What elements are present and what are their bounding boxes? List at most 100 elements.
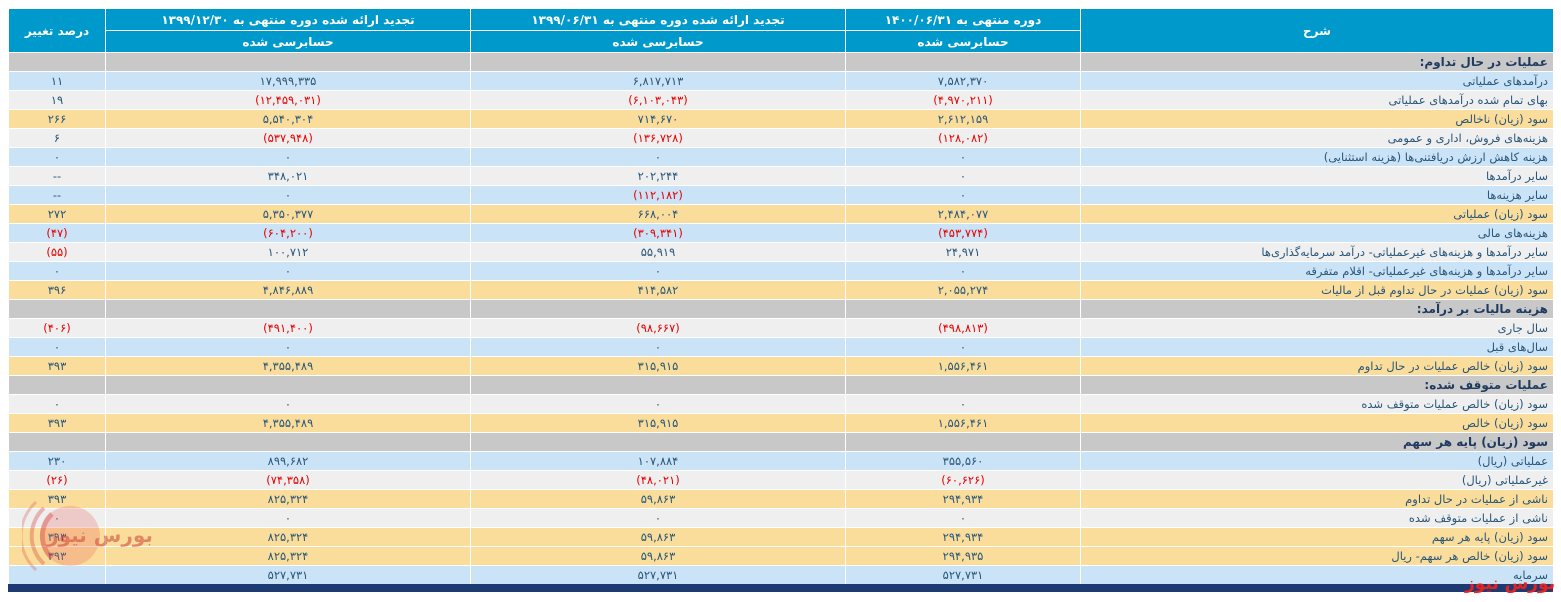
header-row-periods: شرح دوره منتهی به ۱۴۰۰/۰۶/۳۱ تجدید ارائه… [8, 8, 1554, 53]
value-period-1400-06 [845, 299, 1081, 319]
column-header-period-1399-12: تجدید ارائه شده دوره منتهی به ۱۳۹۹/۱۲/۳۰ [105, 8, 471, 31]
value-change-percent: ۶ [8, 128, 106, 148]
value-change-percent [8, 52, 106, 72]
value-change-percent: ۰ [8, 394, 106, 414]
row-label: هزینه کاهش ارزش دریافتنی‌ها (هزینه استثن… [1080, 147, 1554, 167]
row-label: سایر درآمدها و هزینه‌های غیرعملیاتی- درآ… [1080, 242, 1554, 262]
value-period-1399-12: ۰ [105, 147, 471, 167]
row-label: غیرعملیاتی (ریال) [1080, 470, 1554, 490]
value-change-percent: ۰ [8, 337, 106, 357]
value-change-percent: ۲۶۶ [8, 109, 106, 129]
table-row: سایر درآمدها و هزینه‌های غیرعملیاتی- درآ… [8, 242, 1554, 262]
value-period-1400-06: ۰ [845, 508, 1081, 528]
value-period-1399-12 [105, 375, 471, 395]
value-period-1399-06: ۰ [470, 147, 846, 167]
value-period-1399-06 [470, 52, 846, 72]
value-period-1400-06: (۴۵۳,۷۷۴) [845, 223, 1081, 243]
value-period-1400-06: ۰ [845, 394, 1081, 414]
value-period-1400-06 [845, 52, 1081, 72]
value-change-percent: (۲۶) [8, 470, 106, 490]
value-period-1399-06: ۵۲۷,۷۳۱ [470, 565, 846, 585]
table-row: سود (زیان) خالص هر سهم- ریال ۲۹۴,۹۳۵ ۵۹,۸۶… [8, 546, 1554, 566]
row-label: سال جاری [1080, 318, 1554, 338]
table-row: سایر هزینه‌ها ۰ (۱۱۲,۱۸۲) ۰ -- [8, 185, 1554, 205]
row-label: سود (زیان) ناخالص [1080, 109, 1554, 129]
value-period-1399-06 [470, 375, 846, 395]
table-row: بهای تمام شده درآمدهای عملیاتی (۴,۹۷۰,۲۱۱… [8, 90, 1554, 110]
row-label: سایر درآمدها و هزینه‌های غیرعملیاتی- اقل… [1080, 261, 1554, 281]
value-period-1400-06: ۰ [845, 147, 1081, 167]
row-label: سود (زیان) پایه هر سهم [1080, 527, 1554, 547]
value-period-1399-12 [105, 432, 471, 452]
column-header-period-1400-06: دوره منتهی به ۱۴۰۰/۰۶/۳۱ [845, 8, 1081, 31]
header-row-audited: حسابرسی شده حسابرسی شده حسابرسی شده [9, 30, 1554, 53]
audited-label-1399-06: حسابرسی شده [470, 30, 846, 53]
value-change-percent: ۲۳۰ [8, 451, 106, 471]
value-period-1400-06: (۴۹۸,۸۱۳) [845, 318, 1081, 338]
value-change-percent: ۳۹۳ [8, 489, 106, 509]
section-row: عملیات متوقف شده: [8, 375, 1554, 395]
value-change-percent [8, 299, 106, 319]
value-period-1400-06: ۱,۵۵۶,۴۶۱ [845, 413, 1081, 433]
value-period-1400-06: ۵۲۷,۷۳۱ [845, 565, 1081, 585]
value-period-1399-06: ۰ [470, 508, 846, 528]
value-period-1399-12: ۸۲۵,۳۲۴ [105, 546, 471, 566]
value-period-1399-06: ۶۶۸,۰۰۴ [470, 204, 846, 224]
value-period-1400-06: ۲۴,۹۷۱ [845, 242, 1081, 262]
row-label: هزینه‌های مالی [1080, 223, 1554, 243]
row-label: سود (زیان) پایه هر سهم [1080, 432, 1554, 452]
table-row: درآمدهای عملیاتی ۷,۵۸۲,۳۷۰ ۶,۸۱۷,۷۱۳ ۱۷,۹۹۹… [8, 71, 1554, 91]
value-period-1399-12: ۳۴۸,۰۲۱ [105, 166, 471, 186]
value-period-1399-12 [105, 299, 471, 319]
row-label: هزینه مالیات بر درآمد: [1080, 299, 1554, 319]
row-label: سود (زیان) عملیاتی [1080, 204, 1554, 224]
table-row: سود (زیان) خالص عملیات متوقف شده ۰ ۰ ۰ ۰ [8, 394, 1554, 414]
value-period-1399-06: ۵۵,۹۱۹ [470, 242, 846, 262]
value-period-1399-06 [470, 432, 846, 452]
section-row: عملیات در حال تداوم: [8, 52, 1554, 72]
value-period-1399-12: (۴۹۱,۴۰۰) [105, 318, 471, 338]
value-period-1400-06: ۰ [845, 166, 1081, 186]
value-period-1399-12: ۸۲۵,۳۲۴ [105, 527, 471, 547]
value-change-percent: -- [8, 166, 106, 186]
value-period-1399-12: ۵۲۷,۷۳۱ [105, 565, 471, 585]
table-row: سود (زیان) خالص ۱,۵۵۶,۴۶۱ ۳۱۵,۹۱۵ ۴,۳۵۵,۴۸۹… [8, 413, 1554, 433]
value-period-1399-12: ۸۹۹,۶۸۲ [105, 451, 471, 471]
audited-label-1399-12: حسابرسی شده [105, 30, 471, 53]
row-label: هزینه‌های فروش، اداری و عمومی [1080, 128, 1554, 148]
value-period-1399-06: ۰ [470, 337, 846, 357]
audited-label-1400-06: حسابرسی شده [845, 30, 1081, 53]
value-period-1399-12: ۰ [105, 185, 471, 205]
value-period-1400-06: ۳۵۵,۵۶۰ [845, 451, 1081, 471]
value-period-1399-12: (۱۲,۴۵۹,۰۳۱) [105, 90, 471, 110]
table-row: سود (زیان) عملیات در حال تداوم قبل از ما… [8, 280, 1554, 300]
value-period-1400-06: (۶۰,۶۲۶) [845, 470, 1081, 490]
value-period-1400-06: ۲۹۴,۹۳۴ [845, 527, 1081, 547]
value-period-1399-06: (۹۸,۶۶۷) [470, 318, 846, 338]
row-label: سایر درآمدها [1080, 166, 1554, 186]
value-period-1399-12: ۴,۸۴۶,۸۸۹ [105, 280, 471, 300]
row-label: عملیاتی (ریال) [1080, 451, 1554, 471]
row-label: سال‌های قبل [1080, 337, 1554, 357]
table-row: هزینه‌های فروش، اداری و عمومی (۱۲۸,۰۸۲) (۱… [8, 128, 1554, 148]
table-row: سایر درآمدها ۰ ۲۰۲,۲۴۴ ۳۴۸,۰۲۱ -- [8, 166, 1554, 186]
row-label: سود (زیان) خالص هر سهم- ریال [1080, 546, 1554, 566]
column-header-description: شرح [1080, 8, 1554, 53]
row-label: سود (زیان) عملیات در حال تداوم قبل از ما… [1080, 280, 1554, 300]
row-label: سایر هزینه‌ها [1080, 185, 1554, 205]
value-period-1399-12 [105, 52, 471, 72]
table-row: سایر درآمدها و هزینه‌های غیرعملیاتی- اقل… [8, 261, 1554, 281]
value-period-1399-12: ۵,۳۵۰,۳۷۷ [105, 204, 471, 224]
table-row: سود (زیان) پایه هر سهم ۲۹۴,۹۳۴ ۵۹,۸۶۳ ۸۲۵,۳… [8, 527, 1554, 547]
value-change-percent: ۱۱ [8, 71, 106, 91]
value-change-percent: ۰ [8, 147, 106, 167]
value-period-1399-12: ۰ [105, 261, 471, 281]
value-period-1400-06: (۴,۹۷۰,۲۱۱) [845, 90, 1081, 110]
value-change-percent: -- [8, 185, 106, 205]
value-period-1399-06: ۵۹,۸۶۳ [470, 489, 846, 509]
value-period-1399-06: (۱۳۶,۷۲۸) [470, 128, 846, 148]
value-period-1399-06: ۲۰۲,۲۴۴ [470, 166, 846, 186]
row-label: سود (زیان) خالص عملیات متوقف شده [1080, 394, 1554, 414]
table-row: ناشی از عملیات متوقف شده ۰ ۰ ۰ ۰ [8, 508, 1554, 528]
value-period-1399-06: ۵۹,۸۶۳ [470, 546, 846, 566]
